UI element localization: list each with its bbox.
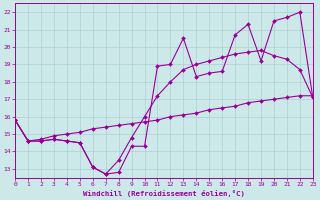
- X-axis label: Windchill (Refroidissement éolien,°C): Windchill (Refroidissement éolien,°C): [83, 190, 245, 197]
